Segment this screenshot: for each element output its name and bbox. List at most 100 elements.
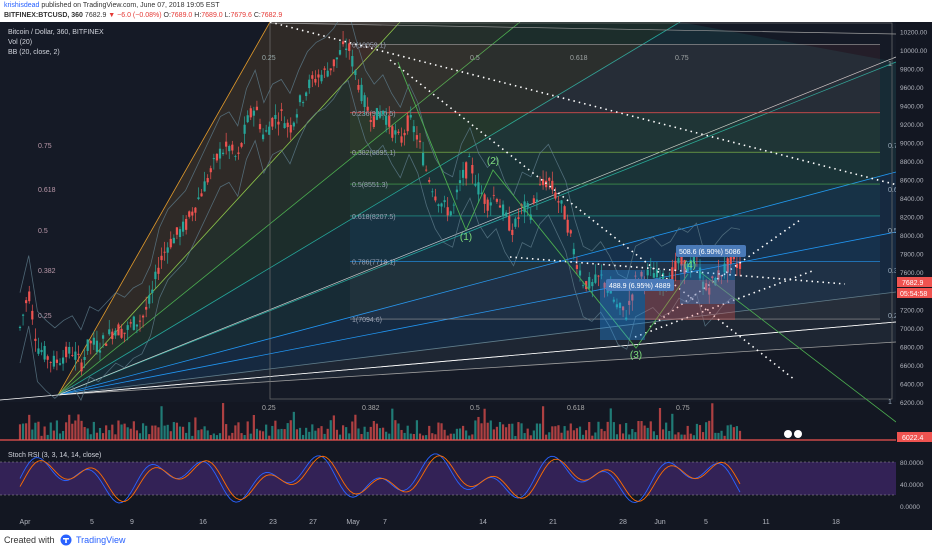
volume-bar <box>498 422 502 440</box>
ohlc-line: BITFINEX:BTCUSD, 360 7682.9 ▼ −6.0 (−0.0… <box>4 11 282 21</box>
volume-bar <box>246 421 249 440</box>
fan-label: 0.75 <box>38 143 52 150</box>
fan-label: 0.25 <box>888 313 902 320</box>
candle-body <box>172 237 175 244</box>
volume-bar <box>615 434 619 440</box>
volume-bar <box>708 420 711 440</box>
volume-bar <box>141 423 145 440</box>
volume-bar <box>378 428 382 440</box>
time-tick: Jun <box>654 519 665 526</box>
volume-bar <box>492 429 495 440</box>
volume-bar <box>689 433 692 440</box>
volume-bar <box>154 425 157 440</box>
measure-label: 488.9 (6.95%) 4889 <box>609 283 671 290</box>
candle-body <box>68 346 71 354</box>
candle-body <box>735 263 739 268</box>
volume-bar <box>563 426 566 440</box>
candle-body <box>431 191 434 193</box>
volume-bar <box>175 422 179 440</box>
fan-ray <box>57 21 521 396</box>
candle-body <box>372 116 375 127</box>
volume-bar <box>151 425 154 440</box>
candle-body <box>31 310 34 320</box>
candle-body <box>701 281 705 289</box>
candle-body <box>449 211 452 216</box>
candle-body <box>114 330 117 336</box>
volume-bar <box>431 433 434 440</box>
volume-bar <box>594 432 597 440</box>
candle-body <box>209 168 212 173</box>
trend-line <box>509 256 846 285</box>
stoch-rsi-pane[interactable]: 80.0000 40.0000 0.0000 <box>0 447 924 511</box>
fan-label: 0.382 <box>362 405 380 412</box>
tradingview-brand[interactable]: TradingView <box>76 535 126 545</box>
fan-label: 0.5 <box>470 55 480 62</box>
candle-body <box>631 294 634 301</box>
candle-body <box>572 248 575 255</box>
price-tick: 9200.00 <box>900 122 924 129</box>
high-label: H: <box>194 12 202 19</box>
candle-body <box>160 255 163 261</box>
time-tick: 9 <box>130 519 134 526</box>
candle-body <box>495 199 499 202</box>
last-price-label: 7682.9 <box>902 280 924 287</box>
price-axis[interactable]: 10200.00 10000.00 9800.00 9600.00 9400.00 920… <box>896 22 932 452</box>
volume-bar <box>209 435 212 440</box>
price-tick: 6600.00 <box>900 363 924 370</box>
volume-bar <box>268 435 271 440</box>
volume-bar <box>363 426 366 440</box>
volume-bar <box>665 422 668 440</box>
legend-vol: Vol (20) <box>8 39 32 46</box>
volume-bar <box>89 434 92 440</box>
candle-body <box>335 57 339 60</box>
trend-line <box>634 269 816 338</box>
volume-bar <box>255 428 259 440</box>
volume-bar <box>381 427 385 440</box>
legend-title: Bitcoin / Dollar, 360, BITFINEX <box>8 29 104 36</box>
volume-bar <box>218 433 222 440</box>
candle-body <box>77 353 80 355</box>
volume-bar <box>200 429 203 440</box>
candle-body <box>283 123 286 129</box>
candle-body <box>92 337 95 345</box>
candle-body <box>468 156 471 158</box>
candle-body <box>698 267 702 279</box>
time-tick: 14 <box>479 519 487 526</box>
volume-bar <box>489 420 492 440</box>
author-link[interactable]: krishisdead <box>4 2 40 9</box>
candle-body <box>738 262 742 269</box>
chart-svg[interactable]: 0.25 0.5 0.618 0.75 0.25 0.382 0.5 0.618 0.75 0.7… <box>0 9 932 530</box>
candle-body <box>418 140 422 143</box>
volume-bar <box>43 426 46 440</box>
candle-body <box>289 124 292 133</box>
candle-body <box>111 331 114 340</box>
chart-area[interactable]: 0.25 0.5 0.618 0.75 0.25 0.382 0.5 0.618 0.75 0.7… <box>0 9 932 530</box>
candle-body <box>575 265 579 269</box>
candle-body <box>129 322 132 324</box>
candle-body <box>98 350 102 353</box>
candle-body <box>732 256 735 260</box>
candle-body <box>480 192 483 194</box>
candle-body <box>83 356 86 360</box>
candle-body <box>151 289 154 294</box>
volume-bar <box>557 425 560 440</box>
volume-bar <box>52 430 55 440</box>
volume-bar <box>677 432 680 440</box>
symbol-label: BITFINEX:BTCUSD, 360 <box>4 12 83 19</box>
time-axis[interactable]: Apr 5 9 16 23 27 May 7 14 21 28 Jun 5 11 18 <box>0 512 932 530</box>
volume-bar <box>188 422 191 440</box>
volume-bar <box>345 427 348 440</box>
fan-label: 0.5 <box>470 405 480 412</box>
candle-body <box>132 316 135 330</box>
volume-bar <box>68 414 71 440</box>
volume-bar <box>289 420 292 440</box>
volume-bar <box>194 417 197 440</box>
candle-body <box>108 329 111 335</box>
volume-bar <box>501 424 505 440</box>
candle-body <box>523 201 526 213</box>
volume-bar <box>551 426 554 440</box>
volume-bar <box>157 427 160 440</box>
volume-bar <box>477 416 480 440</box>
candle-body <box>218 148 222 159</box>
volume-bar <box>37 421 40 440</box>
